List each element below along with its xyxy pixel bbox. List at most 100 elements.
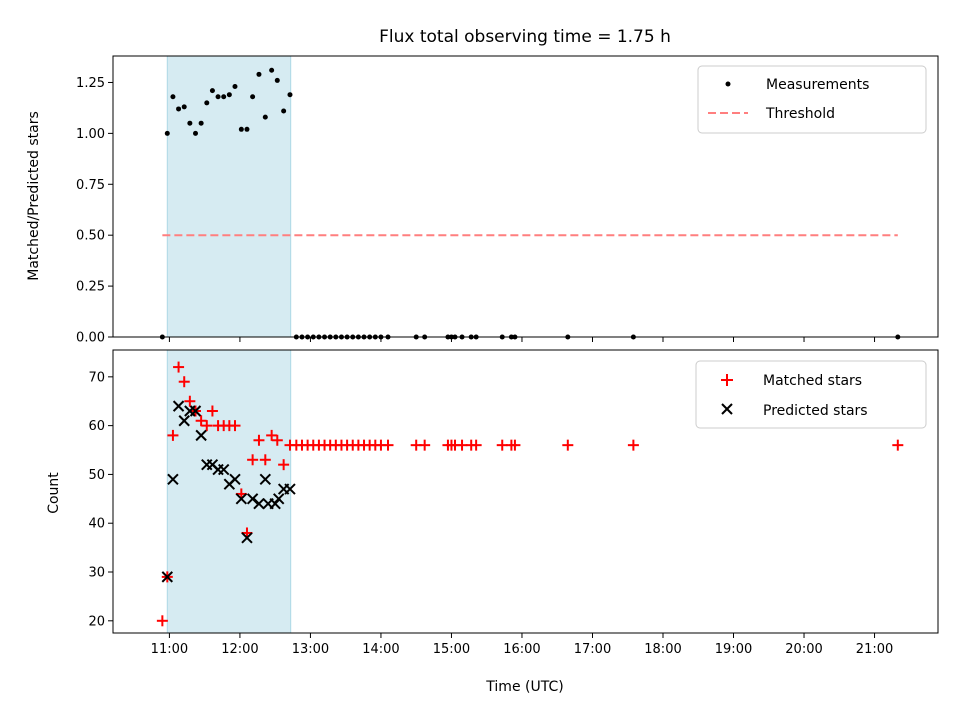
- xtick-label: 17:00: [574, 642, 611, 657]
- ytick-label: 70: [88, 370, 105, 385]
- measurement-point: [287, 92, 293, 98]
- ytick-label: 50: [88, 468, 105, 483]
- matched-star-point: [271, 434, 283, 446]
- matched-star-point: [201, 420, 213, 432]
- xlabel: Time (UTC): [485, 679, 563, 695]
- legend-threshold-label: Threshold: [765, 106, 835, 122]
- measurement-point: [281, 108, 287, 114]
- matched-star-point: [419, 439, 431, 451]
- bottom-axes-frame: [112, 349, 939, 634]
- measurement-point: [187, 120, 193, 126]
- measurement-point: [215, 94, 221, 100]
- matched-star-point: [206, 405, 218, 417]
- predicted-star-point: [172, 400, 185, 412]
- ytick-label: 0.75: [76, 178, 105, 193]
- bottom-ticks: 20 30 40 50 60 70 11:00 12:00 13:00 14:00 15:00 16:…: [88, 370, 893, 657]
- predicted-star-point: [235, 493, 248, 505]
- observing-window-shade-top: [166, 55, 292, 338]
- top-legend: Measurements Threshold: [697, 65, 927, 134]
- measurement-point: [198, 120, 204, 126]
- predicted-star-point: [253, 497, 265, 510]
- predicted-star-point: [195, 429, 207, 442]
- ytick-label: 20: [88, 614, 105, 629]
- legend-predicted-label: Predicted stars: [763, 403, 868, 419]
- predicted-star-point: [217, 463, 230, 476]
- predicted-star-point: [161, 571, 174, 583]
- xtick-label: 15:00: [433, 642, 470, 657]
- predicted-star-point: [246, 493, 259, 505]
- xtick-label: 13:00: [292, 642, 329, 657]
- matched-star-point: [259, 454, 271, 466]
- xtick-label: 11:00: [151, 642, 188, 657]
- measurement-point: [209, 88, 215, 94]
- top-ticks: 0.00 0.25 0.50 0.75 1.00 1.25: [76, 76, 876, 346]
- matched-star-point: [195, 415, 207, 427]
- ytick-label: 60: [88, 419, 105, 434]
- matched-star-point: [156, 615, 168, 627]
- matched-star-point: [184, 395, 196, 407]
- measurement-point: [256, 71, 262, 77]
- xtick-label: 16:00: [503, 642, 540, 657]
- matched-star-point: [509, 439, 521, 451]
- matched-star-point: [278, 459, 290, 471]
- xtick-label: 21:00: [856, 642, 893, 657]
- matched-star-point: [229, 420, 241, 432]
- predicted-star-point: [284, 483, 296, 495]
- matched-star-point: [382, 439, 394, 451]
- matched-star-point: [456, 439, 468, 451]
- predicted-star-point: [259, 473, 272, 486]
- matched-star-point: [253, 434, 265, 446]
- ytick-label: 0.50: [76, 229, 105, 244]
- matched-star-point: [178, 376, 190, 388]
- xtick-label: 20:00: [785, 642, 822, 657]
- matched-star-point: [627, 439, 639, 451]
- measurement-point: [181, 104, 187, 110]
- legend-measurements-marker: [725, 81, 731, 87]
- matched-star-point: [247, 454, 259, 466]
- legend-predicted-marker: [721, 403, 733, 415]
- measurement-point: [176, 106, 182, 112]
- bottom-panel: 20 30 40 50 60 70 11:00 12:00 13:00 14:00 15:00 16:…: [46, 349, 939, 695]
- predicted-star-point: [189, 405, 202, 417]
- ytick-label: 0.00: [76, 331, 105, 346]
- matched-star-point: [173, 361, 185, 373]
- matched-star-point: [167, 429, 179, 441]
- top-ylabel: Matched/Predicted stars: [26, 111, 42, 281]
- observing-window-shade-bottom: [166, 349, 292, 634]
- bottom-legend: Matched stars Predicted stars: [695, 360, 927, 429]
- legend-matched-marker: [721, 374, 733, 386]
- measurement-point: [244, 126, 250, 132]
- measurement-point: [164, 130, 170, 136]
- predicted-star-point: [272, 493, 285, 505]
- legend-matched-label: Matched stars: [763, 373, 862, 389]
- bottom-data-marks: [156, 361, 904, 627]
- measurement-point: [262, 114, 268, 120]
- ytick-label: 30: [88, 566, 105, 581]
- ytick-label: 0.25: [76, 280, 105, 295]
- measurement-point: [274, 77, 280, 83]
- top-panel: 0.00 0.25 0.50 0.75 1.00 1.25 Matched/Predict…: [26, 55, 939, 346]
- legend-measurements-label: Measurements: [766, 77, 869, 93]
- matched-star-point: [470, 439, 482, 451]
- ytick-label: 1.00: [76, 127, 105, 142]
- xtick-label: 12:00: [221, 642, 258, 657]
- predicted-star-point: [241, 532, 253, 544]
- predicted-star-point: [229, 473, 241, 486]
- matched-star-point: [266, 429, 278, 441]
- measurement-point: [204, 100, 210, 106]
- ytick-label: 1.25: [76, 76, 105, 91]
- predicted-star-point: [167, 473, 179, 486]
- measurement-point: [238, 126, 244, 132]
- bottom-ylabel: Count: [46, 472, 62, 514]
- ytick-label: 40: [88, 517, 105, 532]
- measurement-point: [250, 94, 256, 100]
- measurement-point: [232, 84, 238, 90]
- measurement-point: [226, 92, 232, 98]
- measurement-point: [170, 94, 176, 100]
- xtick-label: 14:00: [362, 642, 399, 657]
- measurement-point: [221, 94, 227, 100]
- xtick-label: 19:00: [715, 642, 752, 657]
- matched-star-point: [562, 439, 574, 451]
- measurement-point: [193, 130, 198, 136]
